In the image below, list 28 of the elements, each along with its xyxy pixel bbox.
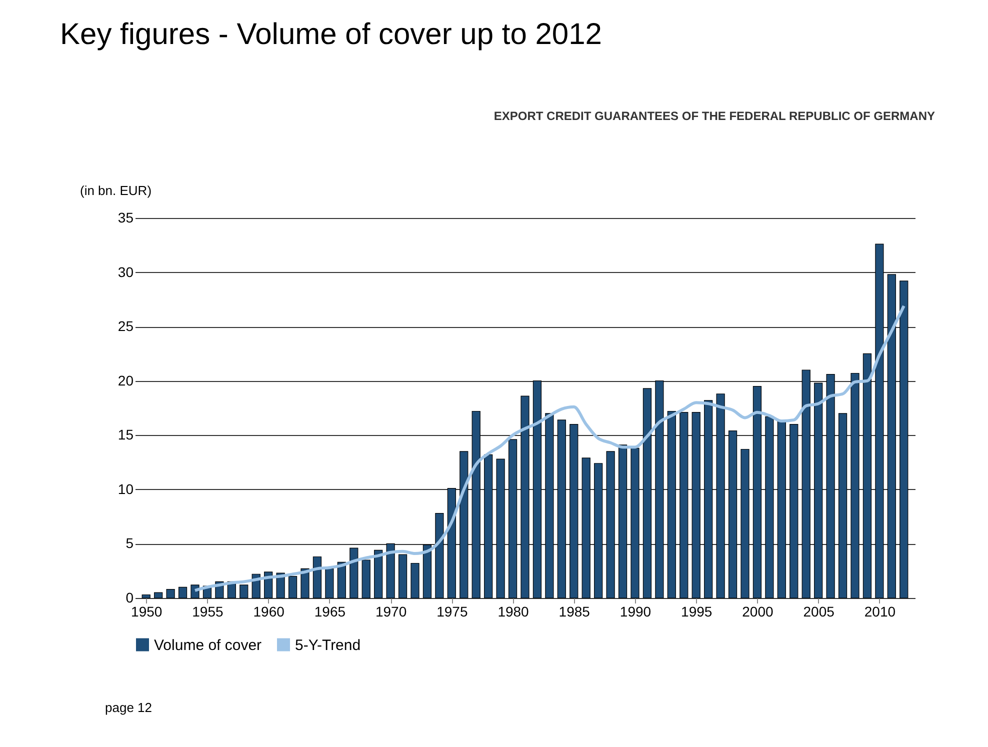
x-tick-label: 1950 [131,604,162,620]
text: page 12 [105,700,152,715]
y-tick-label: 0 [126,590,134,606]
text: EXPORT CREDIT GUARANTEES OF THE FEDERAL REPUBLIC OF GERMANY [494,109,935,123]
y-tick-label: 30 [118,264,134,280]
x-tick-label: 2005 [803,604,835,620]
x-tick-label: 2010 [864,604,896,620]
y-tick-label: 25 [118,318,134,334]
x-tick-label: 1955 [192,604,224,620]
x-tick-label: 1960 [253,604,285,620]
y-tick-label: 5 [126,535,134,552]
y-tick-label: 20 [118,372,134,388]
y-tick-label: 35 [118,210,134,226]
y-tick-label: 15 [118,426,134,443]
y-tick-label: 10 [118,480,134,497]
x-tick-label: 1990 [620,604,652,620]
x-tick-label: 2000 [742,604,774,620]
legend-label: Volume of cover [154,636,262,654]
x-tick-label: 1995 [681,604,712,620]
x-tick-label: 1975 [436,604,468,620]
x-tick-label: 1970 [375,604,407,620]
chart-title: Key figures - Volume of cover up to 2012 [60,18,602,51]
y-axis-title: (in bn. EUR) [80,183,152,198]
x-tick-label: 1965 [314,604,346,620]
line-series [194,304,906,592]
legend-label: 5-Y-Trend [295,636,361,654]
x-tick-label: 1980 [498,604,530,620]
x-tick-label: 1985 [558,604,590,620]
